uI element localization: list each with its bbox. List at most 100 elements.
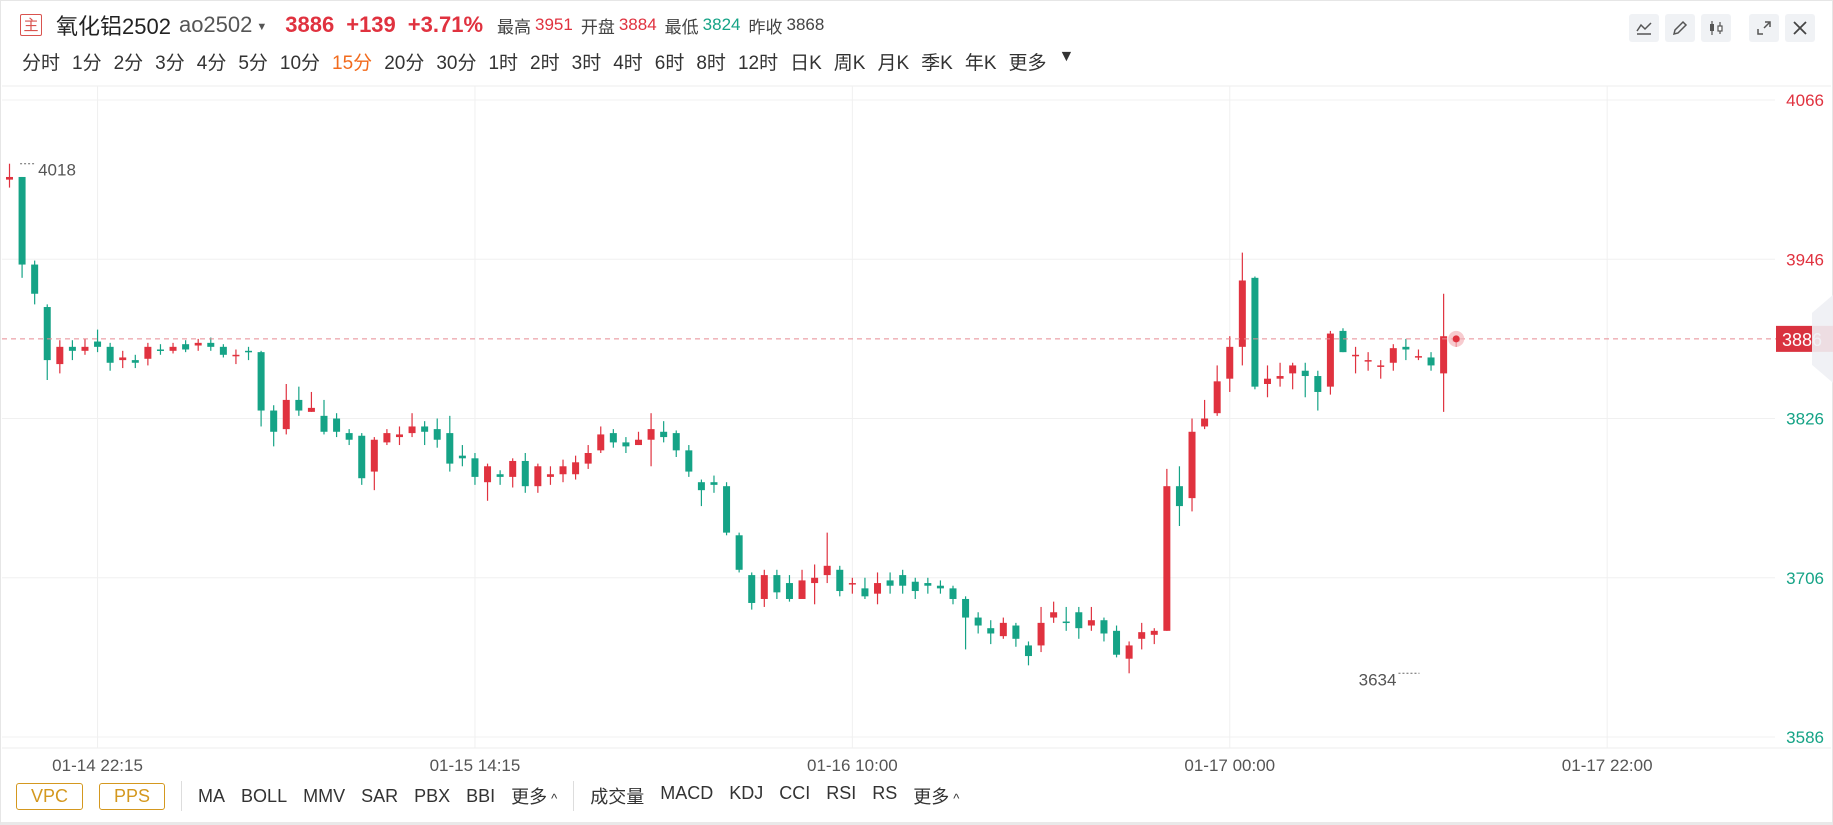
open-label: 开盘 [580, 17, 615, 37]
candle [823, 532, 831, 584]
low-label: 最低 [664, 17, 699, 37]
candle-body [1352, 354, 1360, 357]
candle [597, 426, 605, 454]
period-4[interactable]: 4分 [196, 53, 227, 74]
candle-body [433, 429, 441, 440]
candle-body [1238, 280, 1246, 347]
candle-body [1087, 620, 1095, 626]
period-0[interactable]: 分时 [22, 53, 61, 74]
period-2[interactable]: 2分 [113, 53, 144, 74]
candle-body [1163, 486, 1171, 631]
candle-body [949, 588, 957, 599]
chevron-down-icon: ▼ [1058, 48, 1075, 65]
period-6[interactable]: 10分 [279, 53, 321, 74]
period-14[interactable]: 6时 [654, 53, 685, 74]
candle [1012, 622, 1020, 647]
candle-body [1276, 376, 1284, 379]
period-15[interactable]: 8时 [696, 53, 726, 74]
candle [245, 346, 253, 361]
period-19[interactable]: 月K [877, 53, 910, 74]
indicator-kdj[interactable]: KDJ [729, 783, 764, 803]
candle [1314, 370, 1322, 411]
prev-close-value: 3868 [786, 15, 825, 34]
max-price-label: 4018 [38, 161, 76, 180]
period-18[interactable]: 周K [833, 53, 866, 74]
period-11[interactable]: 2时 [530, 53, 560, 74]
period-9[interactable]: 30分 [436, 53, 477, 74]
candle [836, 565, 844, 597]
candle-body [43, 307, 51, 361]
vpc-button[interactable]: VPC [16, 782, 84, 810]
candle-body [1364, 360, 1372, 362]
y-tick-label: 3946 [1786, 250, 1824, 269]
candle [395, 426, 403, 446]
sub-indicator-more[interactable]: 更多 ^ [913, 787, 960, 807]
main-chart-icon[interactable]: 主 [20, 14, 42, 36]
candle-body [899, 575, 907, 586]
period-5[interactable]: 5分 [238, 53, 268, 74]
draw-button[interactable] [1665, 14, 1695, 42]
candle [1075, 606, 1083, 639]
contract-code[interactable]: ao2502 [178, 12, 253, 37]
candle [119, 350, 127, 369]
candle [320, 399, 328, 435]
period-16[interactable]: 12时 [737, 53, 779, 74]
line-tool-button[interactable] [1629, 14, 1659, 42]
candle [484, 463, 492, 501]
period-20[interactable]: 季K [921, 53, 953, 74]
period-21[interactable]: 年K [964, 53, 997, 74]
period-13[interactable]: 4时 [613, 53, 643, 74]
chart-type-button[interactable] [1701, 14, 1731, 42]
indicator-bbi[interactable]: BBI [466, 785, 496, 806]
candle-body [421, 426, 429, 432]
candle-body [307, 407, 315, 412]
period-17[interactable]: 日K [790, 53, 822, 74]
fullscreen-icon [1757, 21, 1771, 35]
period-7[interactable]: 15分 [332, 53, 373, 74]
candle-body [1188, 431, 1196, 499]
candle [1100, 617, 1108, 642]
period-22[interactable]: 更多 [1008, 53, 1047, 74]
indicator-macd[interactable]: MACD [660, 783, 714, 803]
candle-body [836, 569, 844, 592]
candle-body [370, 439, 378, 472]
indicator-成交量[interactable]: 成交量 [590, 787, 645, 807]
candle-body [685, 450, 693, 472]
candle [1414, 349, 1422, 361]
candle [458, 445, 466, 467]
indicator-pbx[interactable]: PBX [414, 785, 451, 806]
candle-body [383, 433, 391, 443]
period-12[interactable]: 3时 [571, 53, 602, 74]
candle [446, 415, 454, 472]
candle-body [6, 176, 13, 180]
candle [710, 475, 718, 493]
indicator-boll[interactable]: BOLL [241, 785, 288, 806]
pps-button[interactable]: PPS [99, 782, 166, 810]
fullscreen-button[interactable] [1749, 14, 1779, 42]
candle [685, 445, 693, 477]
close-button[interactable] [1785, 14, 1815, 42]
indicator-cci[interactable]: CCI [779, 783, 811, 803]
chevron-down-icon[interactable]: ▼ [256, 21, 268, 33]
indicator-ma[interactable]: MA [198, 785, 226, 806]
candle-body [546, 474, 554, 477]
period-1[interactable]: 1分 [72, 53, 102, 74]
period-selector: 分时 1分 2分 3分 4分 5分 10分 15分 20分 30分 1时 2时 3时 4时 6时 8时 12时日… [22, 48, 1074, 75]
indicator-rs[interactable]: RS [872, 783, 898, 803]
candle [1226, 336, 1234, 392]
period-3[interactable]: 3分 [155, 53, 185, 74]
candle [1276, 362, 1284, 387]
period-8[interactable]: 20分 [384, 53, 425, 74]
candle [496, 470, 504, 485]
indicator-rsi[interactable]: RSI [826, 783, 857, 803]
prev-close-label: 昨收 [748, 17, 783, 37]
main-indicator-more[interactable]: 更多 ^ [511, 787, 558, 807]
candle-body [1289, 365, 1297, 374]
indicator-sar[interactable]: SAR [361, 785, 399, 806]
candle-body [823, 565, 831, 576]
indicator-mmv[interactable]: MMV [303, 785, 346, 806]
candle-body [886, 580, 894, 586]
candle-body [962, 598, 970, 618]
period-10[interactable]: 1时 [488, 53, 519, 74]
